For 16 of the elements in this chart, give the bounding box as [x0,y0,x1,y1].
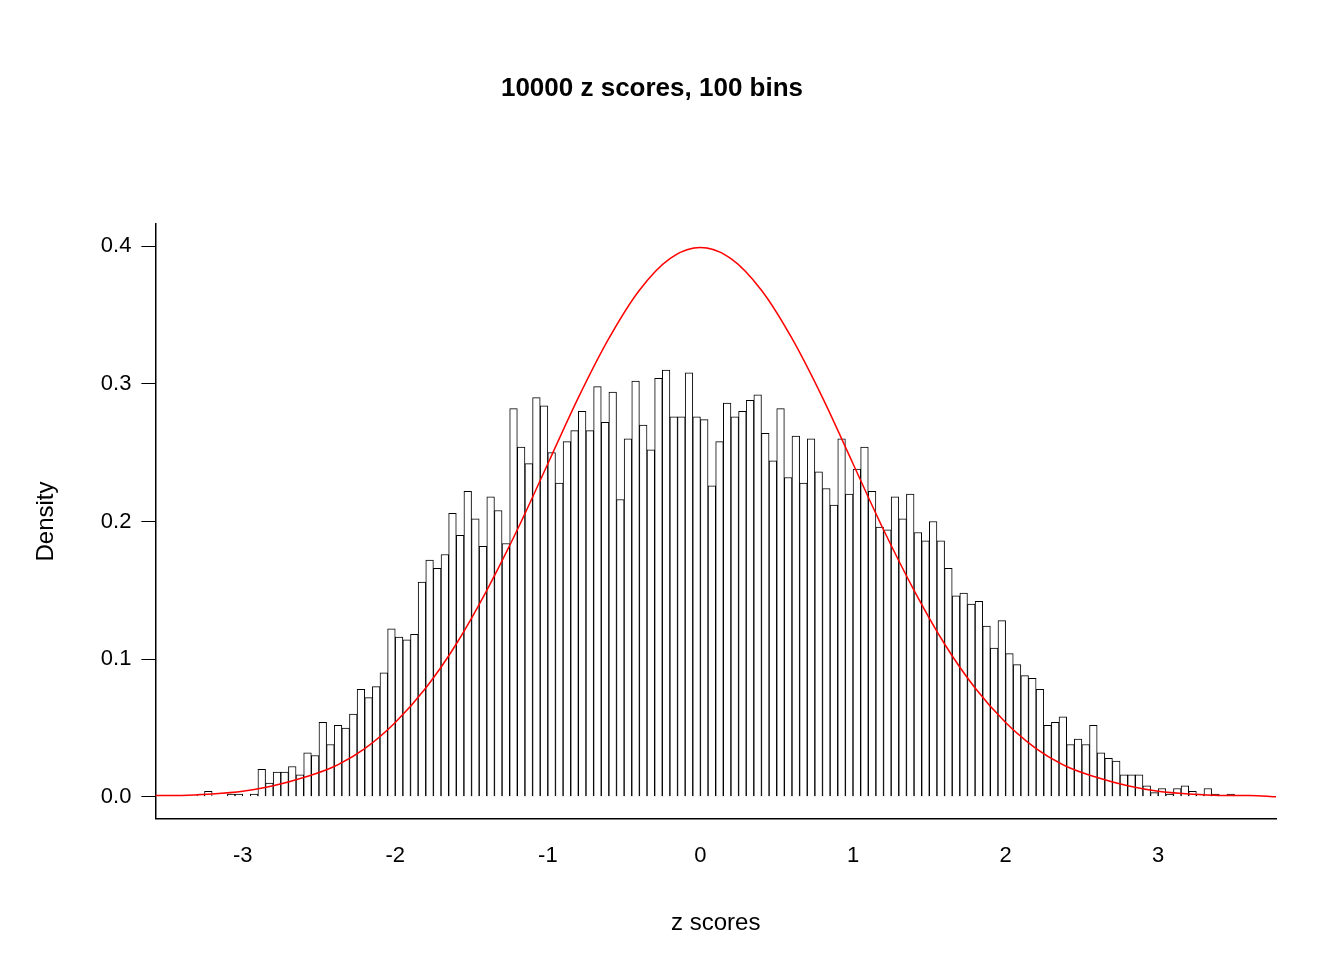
y-tick-label: 0.0 [100,782,132,808]
x-tick-label: 0 [694,842,707,868]
x-tick-label: 3 [1152,842,1165,868]
y-tick-label: 0.1 [100,645,132,671]
line-series [155,246,1276,798]
x-tick-label: 2 [999,842,1012,868]
x-tick-label: -1 [538,842,558,868]
y-tick-label: 0.3 [100,369,132,395]
x-tick-label: -2 [385,842,406,868]
y-axis-title: Density [31,481,59,562]
chart-title: 10000 z scores, 100 bins [500,71,804,102]
y-tick-label: 0.4 [100,232,132,258]
x-tick-label: 1 [846,842,860,868]
x-axis-title: z scores [671,908,761,936]
x-tick-label: -3 [232,842,253,868]
y-tick-label: 0.2 [100,507,132,533]
